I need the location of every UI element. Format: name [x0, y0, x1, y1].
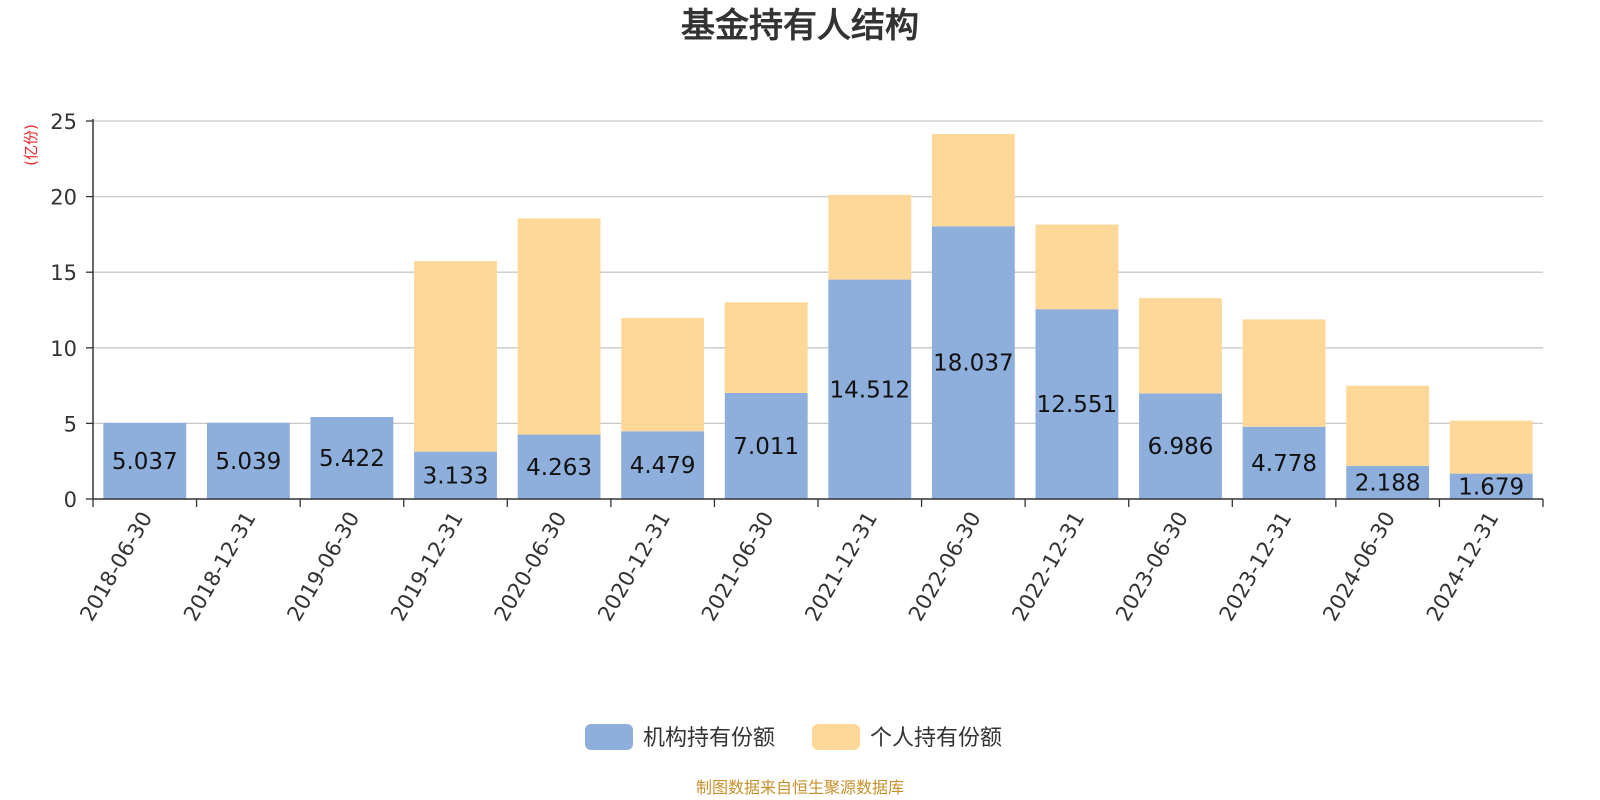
x-tick-label: 2022-06-30 — [904, 508, 986, 626]
bar-institutional-2021-12-31[interactable] — [828, 279, 912, 499]
data-label: 5.037 — [112, 449, 178, 475]
legend-item-individual[interactable]: 个人持有份额 — [812, 724, 1002, 751]
legend-item-institutional[interactable]: 机构持有份额 — [585, 724, 775, 751]
legend-swatch — [585, 724, 633, 750]
data-labels: 5.037 5.039 5.422 3.133 4.263 4.479 7.011 14.51… — [112, 351, 1524, 501]
data-label: 5.039 — [215, 449, 281, 475]
y-tick-label: 25 — [50, 110, 77, 134]
bar-individual-2020-06-30[interactable] — [517, 218, 601, 435]
bar-institutional-2020-06-30[interactable] — [517, 434, 601, 499]
bar-institutional-2024-12-31[interactable] — [1449, 473, 1533, 499]
data-label: 7.011 — [733, 434, 799, 460]
y-tick-label: 10 — [50, 337, 77, 361]
legend-swatch — [812, 724, 860, 750]
bar-institutional-2019-12-31[interactable] — [414, 451, 497, 499]
x-tick-label: 2023-12-31 — [1215, 508, 1297, 626]
x-tick-label: 2021-06-30 — [697, 508, 779, 626]
data-label: 3.133 — [423, 463, 489, 489]
x-tick-label: 2018-06-30 — [75, 508, 157, 626]
y-tick-label: 5 — [64, 412, 77, 436]
x-tick-label: 2023-06-30 — [1111, 508, 1193, 626]
bar-institutional-2022-12-31[interactable] — [1035, 309, 1119, 499]
data-label: 4.263 — [526, 455, 592, 481]
x-tick-label: 2021-12-31 — [800, 508, 882, 626]
bar-individual-2019-12-31[interactable] — [414, 261, 497, 452]
bar-institutional-2019-06-30[interactable] — [310, 417, 394, 499]
bar-institutional-2018-12-31[interactable] — [206, 422, 290, 499]
bar-institutional-2023-12-31[interactable] — [1242, 426, 1326, 499]
x-tick-label: 2024-12-31 — [1422, 508, 1504, 626]
x-tick-label: 2019-12-31 — [386, 508, 468, 626]
bar-individual-2023-06-30[interactable] — [1139, 298, 1222, 394]
x-tick-label: 2020-06-30 — [490, 508, 572, 626]
data-label: 18.037 — [933, 351, 1013, 377]
bar-institutional-2023-06-30[interactable] — [1139, 393, 1222, 499]
bar-individual-2021-12-31[interactable] — [828, 194, 912, 280]
bar-institutional-2022-06-30[interactable] — [931, 226, 1015, 499]
data-label: 14.512 — [830, 377, 910, 403]
data-label: 4.778 — [1251, 451, 1317, 477]
legend-label: 机构持有份额 — [643, 726, 775, 751]
x-tick-label: 2018-12-31 — [179, 508, 261, 626]
bar-individual-2020-12-31[interactable] — [621, 317, 705, 432]
bar-individual-2022-12-31[interactable] — [1035, 224, 1119, 310]
x-tick-label: 2024-06-30 — [1318, 508, 1400, 626]
y-tick-label: 15 — [50, 261, 77, 285]
bar-individual-2022-06-30[interactable] — [931, 134, 1015, 227]
data-label: 5.422 — [319, 446, 385, 472]
data-label: 12.551 — [1037, 392, 1117, 418]
legend-label: 个人持有份额 — [870, 726, 1002, 751]
y-tick-label: 20 — [50, 186, 77, 210]
y-tick-label: 0 — [64, 488, 77, 512]
y-axis-unit-label: (亿份) — [22, 124, 40, 166]
bar-individual-2024-06-30[interactable] — [1346, 385, 1430, 466]
bar-institutional-2020-12-31[interactable] — [621, 431, 705, 499]
chart-title: 基金持有人结构 — [681, 6, 919, 46]
bar-institutional-2021-06-30[interactable] — [724, 392, 808, 499]
data-label: 2.188 — [1355, 470, 1421, 496]
data-label: 4.479 — [630, 453, 696, 479]
bar-individual-2024-12-31[interactable] — [1449, 420, 1533, 474]
x-tick-label: 2022-12-31 — [1007, 508, 1089, 626]
bar-individual-2021-06-30[interactable] — [724, 302, 808, 393]
bars — [103, 134, 1533, 499]
bar-institutional-2018-06-30[interactable] — [103, 422, 187, 499]
x-tick-label: 2019-06-30 — [282, 508, 364, 626]
bar-institutional-2024-06-30[interactable] — [1346, 465, 1430, 499]
data-label: 6.986 — [1148, 434, 1214, 460]
bar-individual-2023-12-31[interactable] — [1242, 319, 1326, 427]
source-note: 制图数据来自恒生聚源数据库 — [696, 778, 904, 797]
data-label: 1.679 — [1458, 474, 1524, 500]
x-tick-label: 2020-12-31 — [593, 508, 675, 626]
legend[interactable]: 机构持有份额 个人持有份额 — [585, 724, 1002, 751]
